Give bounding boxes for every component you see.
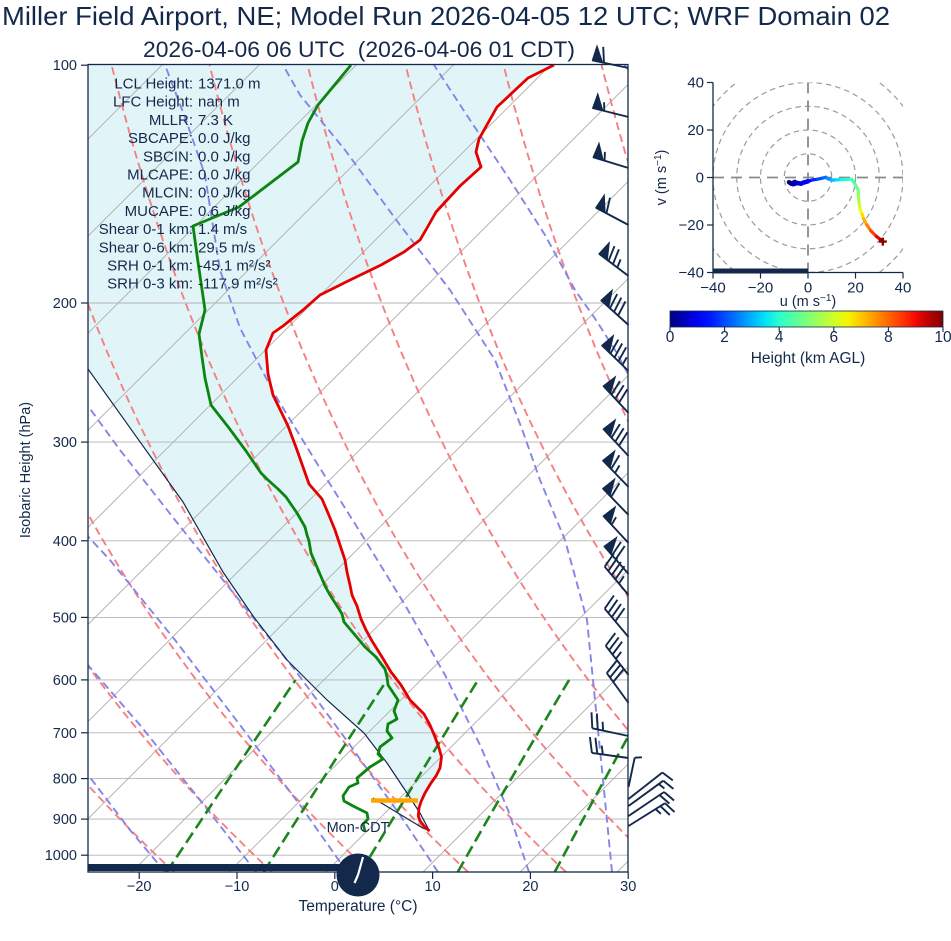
svg-text:SBCIN:: SBCIN: [143, 148, 193, 165]
svg-text:400: 400 [53, 534, 77, 550]
svg-text:−40: −40 [679, 265, 704, 282]
svg-text:MUCAPE:: MUCAPE: [125, 203, 193, 220]
svg-text:6: 6 [829, 329, 838, 346]
svg-text:1.4 m/s: 1.4 m/s [198, 221, 247, 238]
svg-text:Temperature (°C): Temperature (°C) [298, 898, 417, 915]
svg-text:2: 2 [720, 329, 729, 346]
svg-text:700: 700 [53, 726, 77, 742]
svg-text:−10: −10 [225, 879, 250, 895]
svg-text:0.0 J/kg: 0.0 J/kg [198, 148, 251, 165]
svg-text:0.6 J/kg: 0.6 J/kg [198, 203, 251, 220]
svg-text:Mon-CDT: Mon-CDT [327, 820, 390, 836]
svg-text:300: 300 [53, 435, 77, 451]
svg-text:4: 4 [775, 329, 784, 346]
svg-text:0: 0 [666, 329, 675, 346]
svg-text:−20: −20 [748, 280, 773, 297]
svg-text:20: 20 [522, 879, 538, 895]
svg-text:100: 100 [53, 58, 77, 74]
svg-text:900: 900 [53, 812, 77, 828]
svg-text:2026-04-06 06 UTC (2026-04-06: 2026-04-06 06 UTC (2026-04-06 01 CDT) [143, 37, 575, 62]
svg-text:40: 40 [895, 280, 912, 297]
svg-text:20: 20 [847, 280, 864, 297]
svg-text:1000: 1000 [45, 848, 77, 864]
svg-text:-117.9 m²/s²: -117.9 m²/s² [198, 276, 278, 293]
svg-text:SBCAPE:: SBCAPE: [128, 130, 193, 147]
svg-text:Height (km AGL): Height (km AGL) [751, 350, 866, 367]
svg-text:nan m: nan m [198, 94, 240, 111]
svg-text:29.5 m/s: 29.5 m/s [198, 239, 256, 256]
svg-text:Shear 0-1 km:: Shear 0-1 km: [99, 221, 193, 238]
svg-text:−20: −20 [679, 217, 704, 234]
svg-text:0.0 J/kg: 0.0 J/kg [198, 185, 251, 202]
svg-text:MLLR:: MLLR: [149, 112, 193, 129]
svg-text:0.0 J/kg: 0.0 J/kg [198, 167, 251, 184]
svg-text:-45.1 m²/s²: -45.1 m²/s² [198, 258, 271, 275]
svg-text:7.3 K: 7.3 K [198, 112, 233, 129]
svg-text:Miller Field Airport, NE; Mode: Miller Field Airport, NE; Model Run 2026… [2, 1, 890, 31]
svg-text:200: 200 [53, 296, 77, 312]
svg-text:0.0 J/kg: 0.0 J/kg [198, 130, 251, 147]
svg-text:SRH 0-1 km:: SRH 0-1 km: [107, 258, 193, 275]
svg-text:40: 40 [687, 75, 704, 92]
svg-text:800: 800 [53, 772, 77, 788]
svg-text:MLCAPE:: MLCAPE: [127, 167, 193, 184]
svg-text:20: 20 [687, 122, 704, 139]
svg-text:8: 8 [884, 329, 893, 346]
svg-text:10: 10 [934, 329, 951, 346]
svg-text:Shear 0-6 km:: Shear 0-6 km: [99, 239, 193, 256]
svg-text:−20: −20 [127, 879, 152, 895]
svg-text:10: 10 [425, 879, 441, 895]
svg-text:600: 600 [53, 673, 77, 689]
svg-text:MLCIN:: MLCIN: [142, 185, 193, 202]
svg-text:1371.0 m: 1371.0 m [198, 76, 261, 93]
svg-text:−40: −40 [700, 280, 725, 297]
svg-text:LFC Height:: LFC Height: [113, 94, 193, 111]
svg-text:500: 500 [53, 610, 77, 626]
svg-text:0: 0 [696, 170, 704, 187]
svg-text:Isobaric Height (hPa): Isobaric Height (hPa) [18, 402, 34, 538]
svg-text:SRH 0-3 km:: SRH 0-3 km: [107, 276, 193, 293]
svg-text:LCL Height:: LCL Height: [114, 76, 193, 93]
svg-text:30: 30 [620, 879, 636, 895]
